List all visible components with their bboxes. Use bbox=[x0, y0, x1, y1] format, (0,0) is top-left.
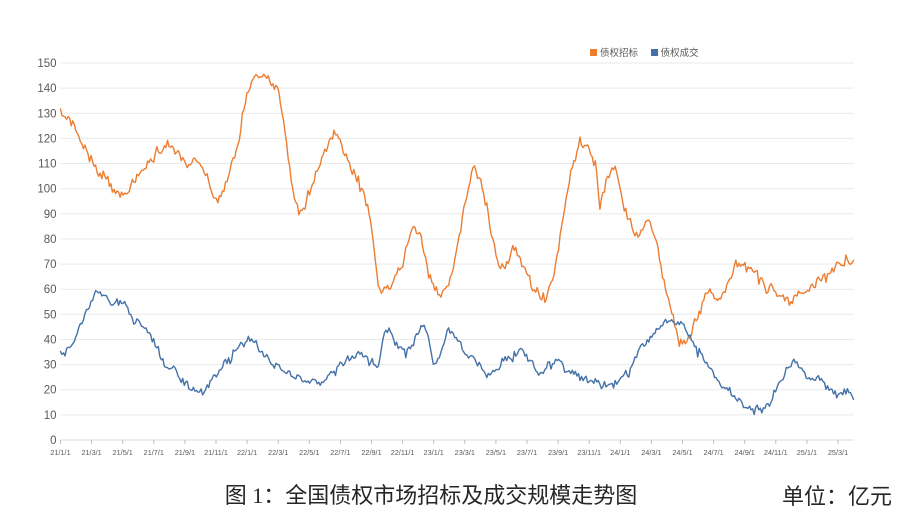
svg-text:40: 40 bbox=[44, 335, 57, 347]
svg-text:21/7/1: 21/7/1 bbox=[144, 448, 164, 457]
svg-text:10: 10 bbox=[44, 410, 57, 422]
svg-text:140: 140 bbox=[37, 83, 56, 95]
svg-text:24/9/1: 24/9/1 bbox=[735, 448, 755, 457]
svg-text:24/7/1: 24/7/1 bbox=[703, 448, 723, 457]
svg-text:22/1/1: 22/1/1 bbox=[237, 448, 257, 457]
svg-text:110: 110 bbox=[38, 159, 56, 171]
svg-text:120: 120 bbox=[37, 133, 56, 145]
svg-text:24/11/1: 24/11/1 bbox=[764, 448, 788, 457]
svg-text:70: 70 bbox=[44, 259, 57, 271]
svg-text:21/1/1: 21/1/1 bbox=[50, 448, 70, 457]
svg-text:21/5/1: 21/5/1 bbox=[113, 448, 133, 457]
svg-text:23/9/1: 23/9/1 bbox=[548, 448, 568, 457]
svg-text:22/7/1: 22/7/1 bbox=[330, 448, 350, 457]
svg-text:24/3/1: 24/3/1 bbox=[641, 448, 661, 457]
svg-text:60: 60 bbox=[44, 284, 57, 296]
svg-text:25/1/1: 25/1/1 bbox=[797, 448, 817, 457]
svg-text:150: 150 bbox=[37, 58, 56, 70]
svg-text:22/9/1: 22/9/1 bbox=[361, 448, 381, 457]
svg-text:80: 80 bbox=[44, 234, 57, 246]
svg-text:24/1/1: 24/1/1 bbox=[610, 448, 630, 457]
svg-text:90: 90 bbox=[44, 209, 57, 221]
svg-text:0: 0 bbox=[50, 435, 56, 447]
svg-text:21/11/1: 21/11/1 bbox=[204, 448, 228, 457]
svg-text:23/7/1: 23/7/1 bbox=[517, 448, 537, 457]
svg-text:20: 20 bbox=[44, 385, 57, 397]
svg-text:23/1/1: 23/1/1 bbox=[424, 448, 444, 457]
svg-text:50: 50 bbox=[44, 309, 57, 321]
svg-text:23/11/1: 23/11/1 bbox=[577, 448, 601, 457]
svg-text:22/11/1: 22/11/1 bbox=[391, 448, 415, 457]
svg-text:23/5/1: 23/5/1 bbox=[486, 448, 506, 457]
svg-text:25/3/1: 25/3/1 bbox=[828, 448, 848, 457]
svg-text:22/3/1: 22/3/1 bbox=[268, 448, 288, 457]
svg-text:100: 100 bbox=[37, 184, 56, 196]
svg-text:22/5/1: 22/5/1 bbox=[299, 448, 319, 457]
svg-text:30: 30 bbox=[44, 360, 57, 372]
svg-text:21/3/1: 21/3/1 bbox=[81, 448, 101, 457]
svg-text:21/9/1: 21/9/1 bbox=[175, 448, 195, 457]
svg-text:130: 130 bbox=[37, 108, 56, 120]
svg-text:23/3/1: 23/3/1 bbox=[455, 448, 475, 457]
svg-text:24/5/1: 24/5/1 bbox=[672, 448, 692, 457]
